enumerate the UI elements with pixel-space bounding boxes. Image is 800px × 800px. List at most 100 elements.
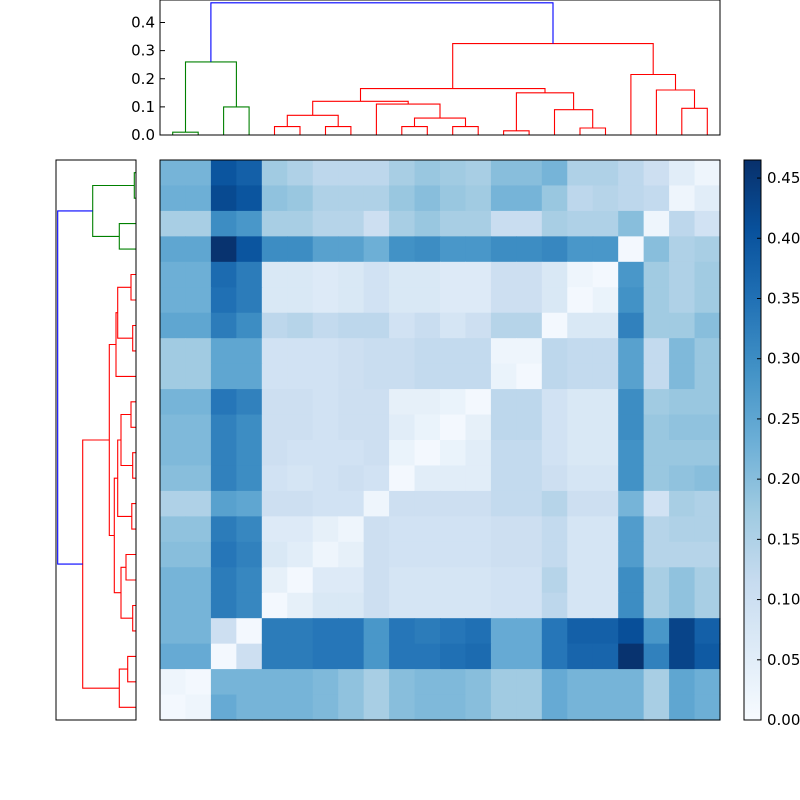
heatmap-cell — [236, 669, 263, 696]
heatmap-cell — [389, 669, 416, 696]
heatmap-cell — [643, 261, 670, 288]
heatmap-cell — [312, 465, 339, 492]
heatmap-cell — [236, 465, 263, 492]
heatmap-cell — [516, 490, 543, 517]
heatmap-cell — [669, 669, 696, 696]
heatmap-cell — [567, 465, 594, 492]
heatmap-cell — [236, 414, 263, 441]
heatmap-cell — [414, 210, 441, 237]
heatmap-cell — [669, 210, 696, 237]
heatmap-cell — [210, 440, 237, 467]
heatmap-cell — [312, 185, 339, 212]
heatmap-cell — [261, 210, 288, 237]
dendrogram-link — [503, 130, 530, 135]
heatmap-cell — [694, 261, 721, 288]
heatmap-cell — [287, 516, 314, 543]
heatmap-cell — [541, 592, 568, 619]
heatmap-cell — [185, 618, 212, 645]
heatmap-cell — [440, 185, 467, 212]
heatmap-cell — [363, 210, 390, 237]
heatmap-cell — [618, 287, 645, 314]
heatmap-cell — [541, 669, 568, 696]
heatmap-cell — [261, 541, 288, 568]
heatmap-cell — [210, 541, 237, 568]
heatmap-cell — [567, 414, 594, 441]
heatmap-cell — [490, 592, 517, 619]
heatmap-cell — [312, 541, 339, 568]
heatmap-cell — [287, 185, 314, 212]
heatmap-cell — [541, 490, 568, 517]
heatmap-cell — [643, 567, 670, 594]
heatmap-cell — [669, 516, 696, 543]
dendrogram-link — [452, 126, 479, 135]
heatmap-cell — [592, 567, 619, 594]
heatmap-cell — [465, 312, 492, 339]
heatmap-cell — [338, 465, 365, 492]
heatmap-cell — [465, 440, 492, 467]
heatmap-cell — [414, 363, 441, 390]
heatmap-cell — [516, 338, 543, 365]
heatmap-cell — [490, 618, 517, 645]
colorbar: 0.00 0.05 0.10 0.15 0.20 0.25 0.30 0.35 0.40 0.45 — [743, 159, 800, 729]
heatmap-cell — [618, 516, 645, 543]
heatmap-cell — [185, 516, 212, 543]
heatmap-cell — [694, 312, 721, 339]
heatmap-cell — [440, 338, 467, 365]
heatmap-cell — [694, 414, 721, 441]
heatmap-cell — [643, 210, 670, 237]
heatmap-cell — [414, 389, 441, 416]
heatmap-cell — [465, 669, 492, 696]
heatmap-cell — [236, 210, 263, 237]
heatmap-cell — [643, 414, 670, 441]
heatmap-cell — [567, 210, 594, 237]
heatmap-cell — [185, 541, 212, 568]
heatmap-cell — [490, 261, 517, 288]
heatmap-cell — [414, 669, 441, 696]
heatmap-cell — [516, 592, 543, 619]
heatmap-cell — [261, 490, 288, 517]
heatmap-cell — [236, 185, 263, 212]
dendrogram-link — [359, 88, 546, 102]
heatmap-cell — [592, 312, 619, 339]
heatmap-cell — [389, 312, 416, 339]
heatmap-cell — [465, 694, 492, 721]
heatmap-cell — [516, 669, 543, 696]
heatmap-cell — [643, 694, 670, 721]
heatmap-cell — [160, 541, 187, 568]
dendrogram-link — [375, 103, 441, 135]
heatmap-cell — [312, 160, 339, 187]
heatmap-cell — [338, 440, 365, 467]
colorbar-tick-label: 0.00 — [767, 711, 800, 729]
heatmap-cell — [414, 567, 441, 594]
heatmap-cell — [694, 516, 721, 543]
heatmap-cell — [669, 414, 696, 441]
heatmap-cell — [490, 236, 517, 263]
heatmap-cell — [210, 592, 237, 619]
heatmap-cell — [363, 312, 390, 339]
heatmap-cell — [312, 567, 339, 594]
heatmap-cell — [669, 618, 696, 645]
dendrogram-link — [127, 655, 136, 683]
top-dendrogram-tick-label: 0.1 — [131, 98, 155, 116]
heatmap-cell — [210, 516, 237, 543]
heatmap-cell — [312, 694, 339, 721]
heatmap-cell — [414, 592, 441, 619]
heatmap-cell — [287, 160, 314, 187]
heatmap-cell — [261, 236, 288, 263]
heatmap-cell — [440, 160, 467, 187]
heatmap-cell — [490, 541, 517, 568]
heatmap-cell — [694, 160, 721, 187]
heatmap-cell — [338, 160, 365, 187]
heatmap-cell — [389, 541, 416, 568]
heatmap-cell — [541, 618, 568, 645]
heatmap-cell — [160, 440, 187, 467]
heatmap-cell — [210, 185, 237, 212]
heatmap-cell — [210, 312, 237, 339]
heatmap-cell — [516, 389, 543, 416]
top-dendrogram: 0.0 0.1 0.2 0.3 0.4 — [131, 0, 721, 144]
heatmap-cell — [567, 160, 594, 187]
heatmap-cell — [236, 440, 263, 467]
heatmap-cell — [414, 160, 441, 187]
colorbar-tick-label: 0.45 — [767, 169, 800, 187]
